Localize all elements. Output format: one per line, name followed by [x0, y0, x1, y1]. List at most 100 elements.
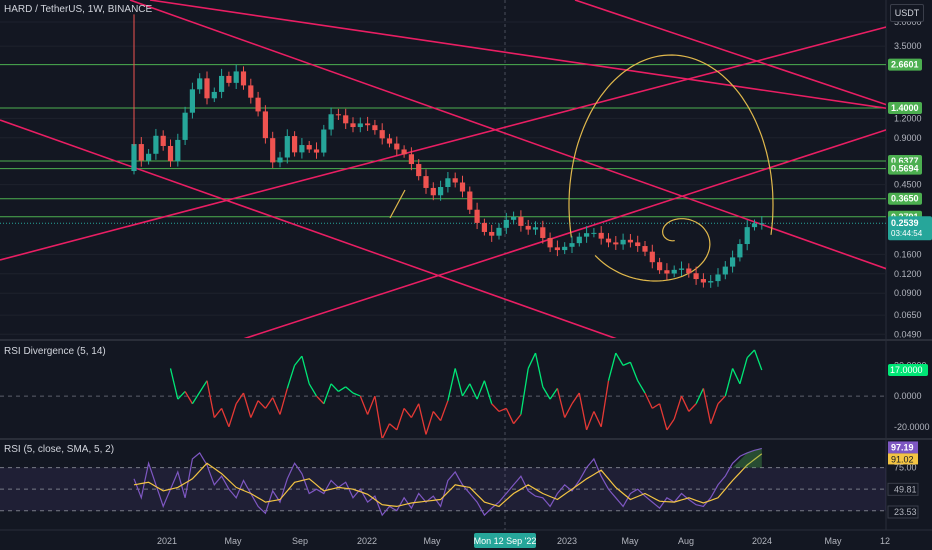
candle-body — [343, 115, 349, 124]
candle-body — [664, 270, 670, 274]
rsi-tick-label: 75.00 — [894, 463, 917, 473]
grid-lines — [0, 0, 932, 531]
rsi-pane — [0, 447, 886, 517]
last-price-tag — [888, 216, 932, 241]
divergence-segment — [242, 392, 252, 418]
price-tick-label: 0.0490 — [894, 329, 922, 339]
level-price-label: 2.6601 — [891, 60, 919, 70]
currency-unit-button[interactable]: USDT — [890, 4, 924, 22]
level-price-tag — [888, 101, 922, 114]
candle-body — [591, 232, 597, 234]
candle-body — [401, 149, 407, 155]
trendline — [149, 0, 886, 110]
price-tick-label: 1.2000 — [894, 113, 922, 123]
candle-body — [160, 135, 166, 146]
price-tick-label: 0.1600 — [894, 249, 922, 259]
time-tick-label: May — [824, 536, 842, 546]
price-tick-label: 0.9000 — [894, 133, 922, 143]
divergence-segment — [469, 383, 478, 400]
divergence-segment — [228, 403, 237, 427]
rsi-divergence-pane — [0, 349, 886, 438]
divergence-segment — [338, 386, 347, 393]
candle-body — [321, 129, 327, 153]
candle-body — [408, 154, 414, 165]
time-tick-label: Sep — [292, 536, 308, 546]
candle-body — [708, 281, 714, 283]
fibonacci-spiral-inner — [594, 218, 711, 282]
candle-body — [525, 225, 531, 230]
divergence-segment — [520, 368, 529, 415]
trendline — [574, 0, 886, 106]
time-axis: 2021 May Sep 2022 May Mon 12 Sep '22 2023 May Au… — [157, 533, 890, 548]
candle-body — [576, 236, 582, 244]
divergence-segment — [403, 407, 412, 418]
candle-body — [131, 144, 137, 172]
candle-body — [678, 268, 685, 270]
rsi-title: RSI (5, close, SMA, 5, 2) — [4, 444, 115, 455]
candle-body — [605, 238, 612, 243]
candle-body — [511, 216, 517, 220]
candle-body — [182, 112, 188, 140]
rsi-ma-value-label: 91.02 — [891, 454, 914, 464]
divergence-segment — [425, 411, 434, 435]
divergence-segment — [374, 395, 383, 438]
candle-body — [372, 125, 378, 131]
candle-body — [759, 223, 765, 225]
divergence-segment — [593, 411, 602, 428]
candle-body — [751, 223, 758, 228]
divergence-segment — [739, 357, 748, 384]
candle-body — [584, 233, 590, 237]
candle-body — [219, 75, 225, 92]
divergence-segment — [585, 411, 595, 431]
candle-body — [635, 242, 641, 247]
time-tick-label: 12 — [880, 536, 890, 546]
divergence-segment — [637, 380, 646, 394]
candle-body — [270, 138, 276, 163]
candle-body — [737, 244, 743, 258]
divergence-segment — [600, 380, 610, 427]
level-price-label: 0.5694 — [891, 164, 919, 174]
divergence-segment — [534, 352, 544, 387]
time-tick-label: May — [621, 536, 639, 546]
divergence-segment — [629, 362, 639, 381]
divergence-segment — [491, 403, 500, 412]
time-crosshair-tag — [474, 533, 536, 548]
divergence-segment — [439, 400, 449, 421]
trendline — [129, 0, 886, 270]
divergence-segment — [622, 361, 631, 366]
divergence-segment — [279, 388, 288, 415]
candle-body — [189, 89, 195, 113]
trendline — [0, 26, 886, 261]
divergence-segment — [359, 395, 369, 415]
divergence-segment — [556, 388, 566, 418]
divergence-segment — [542, 386, 551, 400]
rsi-line — [133, 447, 762, 517]
candle-body — [416, 164, 422, 177]
divergence-tick-label: -20.0000 — [894, 422, 930, 432]
divergence-segment — [220, 408, 230, 428]
candle-body — [554, 247, 560, 251]
divergence-segment — [732, 368, 741, 385]
time-tick-label: 2023 — [557, 536, 577, 546]
divergence-segment — [615, 352, 624, 366]
divergence-segment — [680, 395, 690, 412]
divergence-segment — [688, 403, 697, 412]
candle-body — [649, 251, 655, 263]
divergence-segment — [461, 383, 471, 397]
divergence-segment — [710, 403, 719, 424]
level-price-tag — [888, 162, 922, 175]
divergence-segment — [352, 392, 361, 397]
candle-body — [459, 182, 466, 192]
divergence-segment — [286, 365, 296, 389]
candle-body — [423, 176, 429, 188]
candle-body — [547, 237, 553, 248]
divergence-segment — [673, 395, 683, 420]
candle-body — [598, 232, 604, 239]
candle-body — [153, 135, 159, 154]
divergence-segment — [724, 368, 734, 397]
divergence-segment — [206, 380, 215, 418]
candle-body — [430, 187, 436, 196]
candle-body — [299, 145, 305, 153]
trendline — [0, 119, 617, 338]
